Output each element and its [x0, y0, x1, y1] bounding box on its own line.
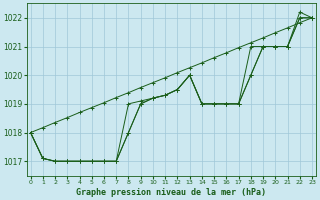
X-axis label: Graphe pression niveau de la mer (hPa): Graphe pression niveau de la mer (hPa) [76, 188, 266, 197]
